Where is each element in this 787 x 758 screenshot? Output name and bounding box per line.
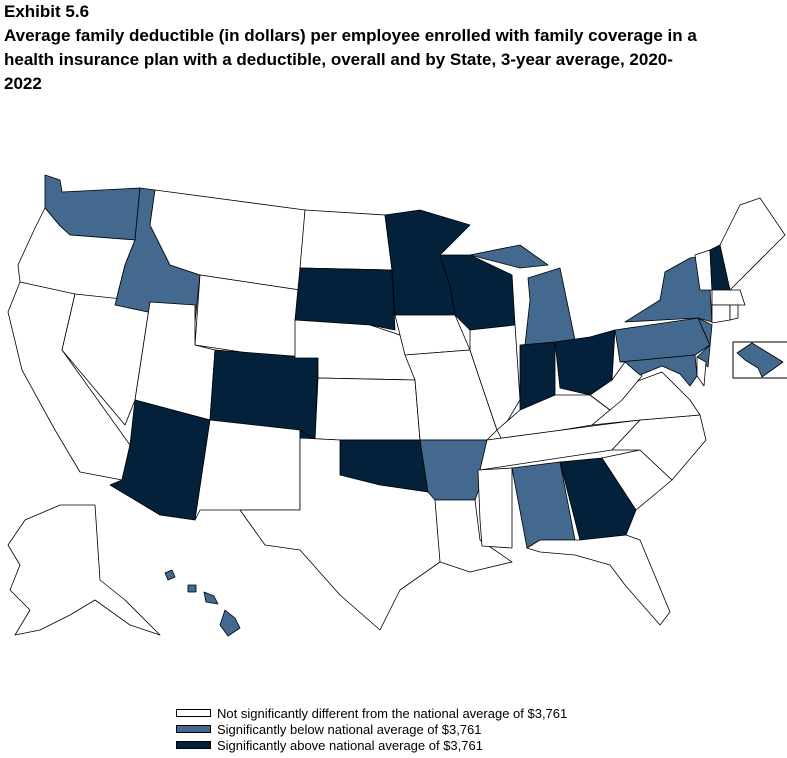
state-MA: [711, 289, 746, 306]
state-MI: [524, 267, 576, 346]
map-title: Average family deductible (in dollars) p…: [4, 26, 697, 93]
state-DC: [736, 342, 784, 378]
legend-item: Not significantly different from the nat…: [176, 705, 567, 721]
state-MI-upper: [469, 244, 549, 269]
legend-item: Significantly above national average of …: [176, 737, 567, 753]
legend-label: Significantly below national average of …: [217, 721, 482, 737]
legend-swatch-below: [176, 725, 211, 733]
legend-label: Not significantly different from the nat…: [217, 705, 568, 721]
state-ND: [299, 209, 393, 271]
state-FL: [526, 534, 671, 626]
legend-item: Significantly below national average of …: [176, 721, 567, 737]
state-HI-3: [203, 591, 219, 605]
state-WY: [194, 274, 301, 361]
state-MD: [619, 354, 698, 387]
legend-swatch-above: [176, 741, 211, 749]
exhibit-number: Exhibit 5.6: [4, 2, 90, 21]
state-NM: [194, 419, 301, 521]
state-KS: [314, 377, 421, 441]
state-WV: [589, 361, 643, 411]
state-HI-4: [219, 609, 241, 637]
state-HI-1: [164, 569, 176, 581]
us-state-map: [7, 174, 787, 637]
state-DE: [696, 356, 707, 387]
state-RI: [729, 304, 739, 321]
state-ME: [719, 197, 786, 291]
state-MS: [477, 467, 513, 549]
state-GA: [559, 457, 637, 541]
state-IA: [394, 314, 471, 356]
legend-swatch-not-significant: [176, 709, 211, 717]
legend-label: Significantly above national average of …: [217, 737, 483, 753]
state-AK: [7, 504, 161, 636]
state-SD: [294, 267, 396, 331]
state-LA: [434, 499, 513, 573]
state-PA: [614, 317, 711, 363]
state-TX: [239, 437, 441, 631]
state-HI-2: [187, 584, 197, 593]
map-legend: Not significantly different from the nat…: [176, 705, 567, 753]
state-CT: [711, 304, 731, 324]
